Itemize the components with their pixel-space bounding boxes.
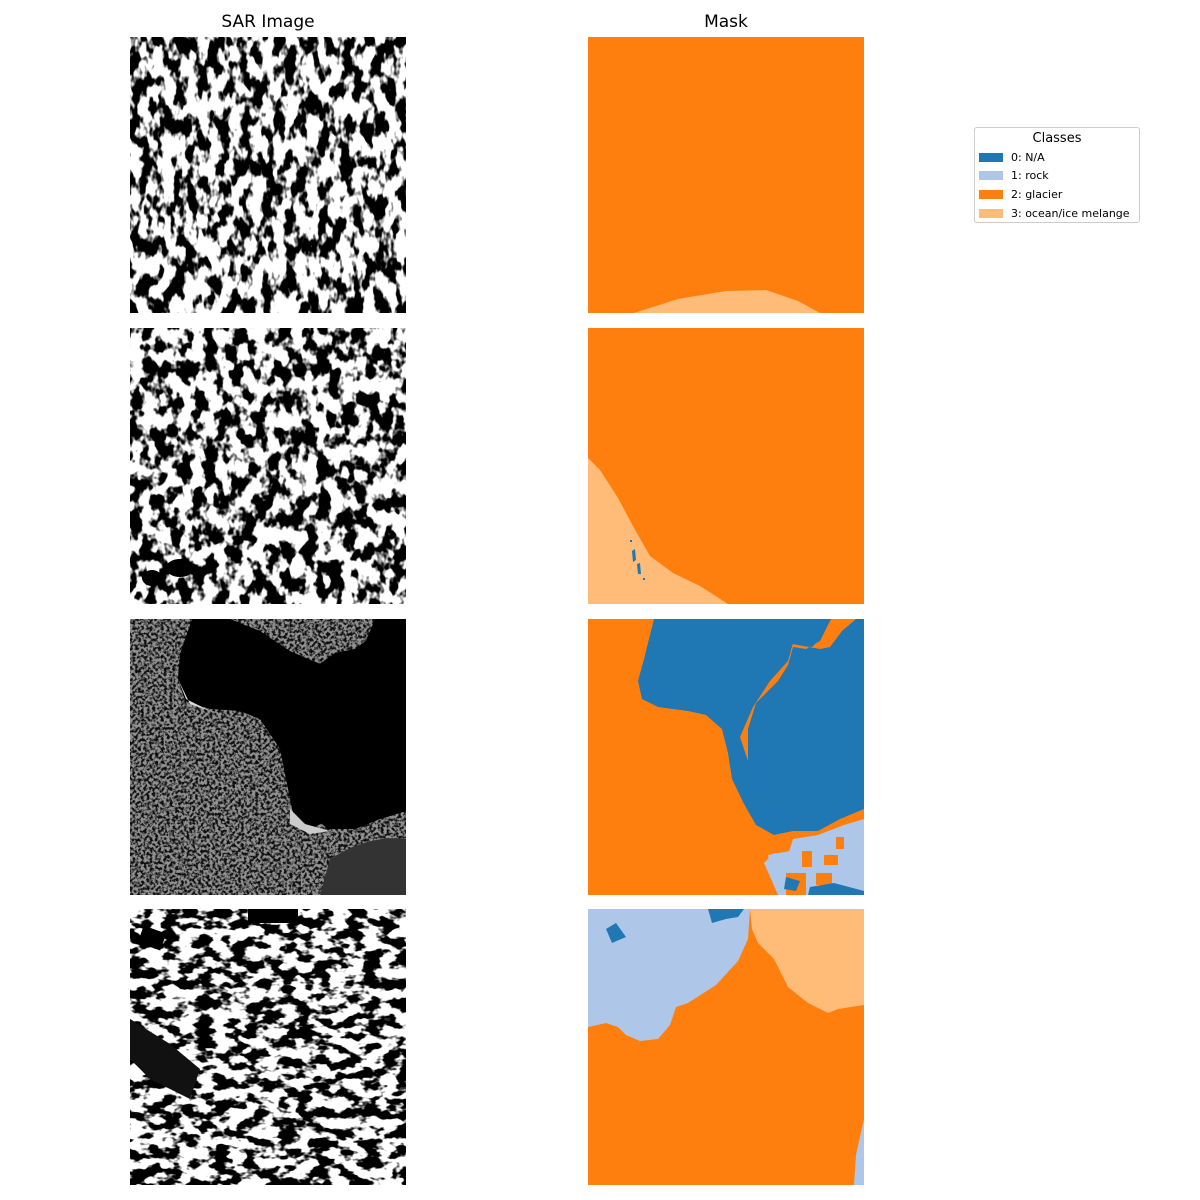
sar-image-1: [130, 37, 406, 313]
legend-swatch-ocean: [979, 208, 1003, 218]
legend-label-rock: 1: rock: [1011, 168, 1049, 182]
mask-2: [588, 328, 864, 604]
mask-3: [588, 619, 864, 895]
legend-item-na: 0: N/A: [979, 150, 1045, 164]
mask-1: [588, 37, 864, 313]
sar-image-3: [130, 619, 406, 895]
legend-label-ocean: 3: ocean/ice melange: [1011, 206, 1130, 220]
sar-column-title: SAR Image: [221, 12, 315, 32]
legend-label-glacier: 2: glacier: [1011, 187, 1063, 201]
legend-label-na: 0: N/A: [1011, 150, 1045, 164]
legend-swatch-na: [979, 152, 1003, 162]
legend-swatch-rock: [979, 170, 1003, 180]
mask-4: [588, 909, 864, 1185]
legend-swatch-glacier: [979, 189, 1003, 199]
sar-image-4: [130, 909, 406, 1185]
legend-title: Classes: [1032, 131, 1082, 146]
legend: Classes 0: N/A 1: rock 2: glacier 3: oce…: [974, 127, 1140, 223]
mask-column-title: Mask: [704, 12, 748, 32]
legend-item-glacier: 2: glacier: [979, 187, 1062, 201]
legend-item-rock: 1: rock: [979, 168, 1049, 182]
legend-item-ocean: 3: ocean/ice melange: [979, 206, 1130, 220]
sar-image-2: [130, 328, 406, 604]
